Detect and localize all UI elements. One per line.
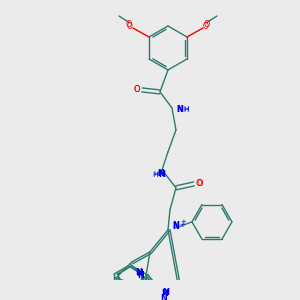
Text: O: O bbox=[134, 85, 140, 94]
Text: O: O bbox=[126, 20, 132, 29]
Text: N: N bbox=[136, 269, 143, 278]
Text: N: N bbox=[172, 221, 179, 230]
Text: O: O bbox=[127, 22, 133, 32]
Text: N: N bbox=[136, 268, 142, 277]
Text: +: + bbox=[180, 219, 186, 225]
Text: O: O bbox=[134, 85, 140, 94]
Text: N: N bbox=[163, 288, 170, 297]
Text: O: O bbox=[203, 22, 209, 32]
Text: N: N bbox=[176, 105, 184, 114]
Text: +: + bbox=[179, 222, 185, 228]
Text: H: H bbox=[153, 171, 159, 177]
Text: N: N bbox=[158, 169, 164, 178]
Text: N: N bbox=[177, 105, 183, 114]
Text: H: H bbox=[183, 106, 189, 112]
Text: H: H bbox=[183, 107, 189, 113]
Text: N: N bbox=[158, 170, 166, 179]
Text: H: H bbox=[152, 172, 158, 178]
Text: O: O bbox=[197, 179, 203, 188]
Text: O: O bbox=[196, 179, 202, 188]
Text: N: N bbox=[172, 222, 179, 231]
Text: N: N bbox=[138, 271, 144, 280]
Text: N: N bbox=[160, 294, 167, 300]
Text: O: O bbox=[204, 20, 210, 29]
Text: N: N bbox=[162, 289, 168, 298]
